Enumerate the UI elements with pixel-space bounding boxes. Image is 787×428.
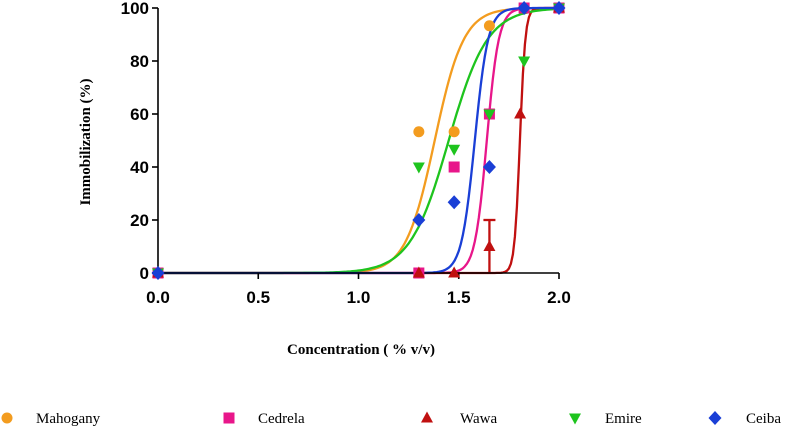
legend-label-mahogany: Mahogany: [36, 411, 101, 427]
x-tick-label: 1.0: [347, 288, 371, 307]
x-tick-label: 2.0: [547, 288, 571, 307]
data-point-ceiba: [151, 266, 165, 280]
legend-item-cedrela: Cedrela: [223, 411, 305, 427]
fit-curve-emire: [158, 7, 560, 275]
data-point-emire: [448, 144, 461, 156]
legend-marker-wawa: [421, 411, 433, 423]
legend-marker-cedrela: [223, 412, 235, 424]
x-tick-label: 0.0: [146, 288, 170, 307]
x-tick-label: 1.5: [447, 288, 471, 307]
legend: Mahogany Cedrela Wawa Emire Ceiba: [1, 411, 781, 427]
fit-curve-mahogany: [158, 6, 559, 275]
legend-label-cedrela: Cedrela: [258, 411, 305, 427]
legend-item-wawa: Wawa: [421, 411, 497, 427]
legend-label-wawa: Wawa: [460, 411, 497, 427]
data-point-mahogany: [413, 126, 425, 138]
data-point-mahogany: [483, 20, 495, 32]
data-point-ceiba: [447, 195, 461, 210]
data-point-emire: [412, 162, 425, 174]
y-tick-label: 0: [140, 264, 149, 283]
fit-curve-wawa: [158, 6, 559, 275]
y-tick-label: 20: [130, 211, 149, 230]
data-point-ceiba: [412, 213, 426, 227]
data-point-wawa: [448, 266, 461, 278]
legend-item-mahogany: Mahogany: [1, 411, 101, 427]
data-point-cedrela: [448, 161, 460, 173]
tick-labels: 0.0 0.5 1.0 1.5 2.0 0 20 40 60 80 100: [121, 0, 571, 307]
legend-label-ceiba: Ceiba: [746, 411, 781, 427]
legend-marker-ceiba: [708, 411, 722, 425]
axes: [152, 7, 560, 279]
data-point-emire: [518, 56, 531, 68]
data-point-ceiba: [482, 160, 496, 174]
x-axis-title: Concentration ( % v/v): [287, 342, 435, 358]
data-points: [151, 1, 566, 280]
data-point-ceiba: [517, 1, 531, 15]
data-point-mahogany: [448, 126, 460, 138]
data-point-emire: [483, 109, 496, 121]
legend-marker-emire: [569, 413, 581, 425]
legend-item-ceiba: Ceiba: [708, 411, 781, 427]
data-point-ceiba: [552, 1, 566, 15]
legend-label-emire: Emire: [605, 411, 642, 427]
y-tick-label: 100: [121, 0, 149, 18]
y-tick-label: 40: [130, 158, 149, 177]
y-tick-label: 80: [130, 52, 149, 71]
data-point-wawa: [412, 266, 425, 278]
legend-item-emire: Emire: [569, 411, 642, 427]
y-axis-title: Immobilization (%): [78, 78, 94, 205]
data-point-wawa: [514, 107, 527, 119]
x-tick-label: 0.5: [246, 288, 270, 307]
fit-curve-cedrela: [158, 6, 559, 275]
y-tick-label: 60: [130, 105, 149, 124]
fit-curve-ceiba: [158, 6, 559, 275]
fit-curves: [158, 6, 560, 275]
legend-marker-mahogany: [1, 412, 13, 424]
data-point-wawa: [483, 240, 496, 251]
